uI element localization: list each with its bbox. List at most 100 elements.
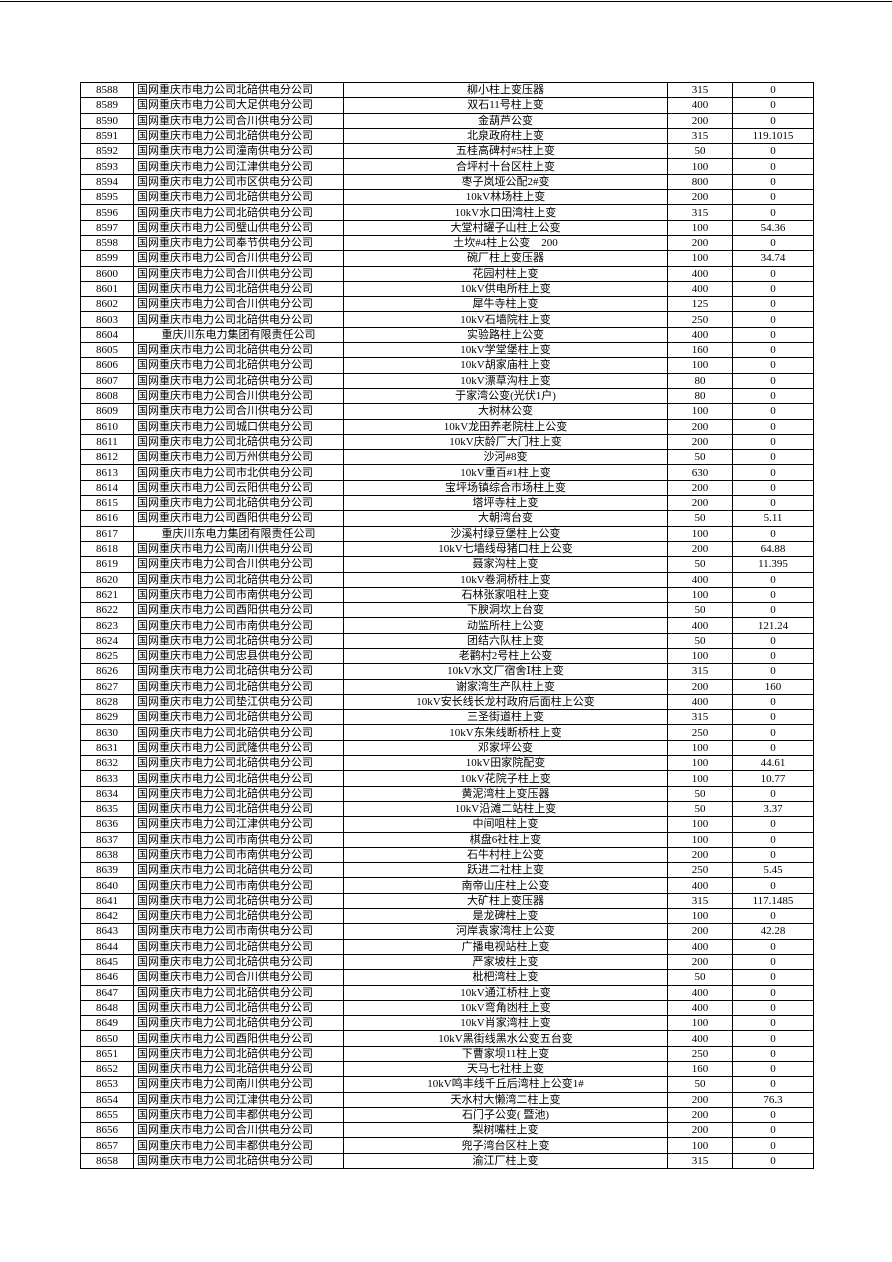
transformer-name-cell: 10kV沿滩二站柱上变 [343, 800, 668, 818]
company-name-cell: 国网重庆市电力公司北碚供电分公司 [133, 632, 344, 649]
company-name-cell: 国网重庆市电力公司北碚供电分公司 [133, 127, 344, 145]
table-row: 8619 国网重庆市电力公司合川供电分公司 聂家沟柱上变 50 11.395 [80, 556, 814, 573]
table-row: 8598 国网重庆市电力公司奉节供电分公司 土坎#4柱上公变 200 200 0 [80, 234, 814, 252]
row-number-cell: 8610 [80, 418, 134, 435]
table-row: 8657 国网重庆市电力公司丰都供电分公司 兜子湾台区柱上变 100 0 [80, 1137, 814, 1154]
transformer-name-cell: 10kV肖家湾柱上变 [343, 1015, 668, 1032]
capacity-cell: 200 [667, 953, 733, 971]
table-row: 8655 国网重庆市电力公司丰都供电分公司 石门子公变( 暨池) 200 0 [80, 1106, 814, 1124]
company-name-cell: 国网重庆市电力公司北碚供电分公司 [133, 495, 344, 512]
company-name-cell: 国网重庆市电力公司北碚供电分公司 [133, 280, 344, 298]
transformer-name-cell: 双石11号柱上变 [343, 97, 668, 114]
transformer-name-cell: 金葫芦公变 [343, 112, 668, 129]
row-number-cell: 8632 [80, 755, 134, 772]
row-number-cell: 8620 [80, 571, 134, 588]
value-cell: 0 [732, 846, 814, 864]
row-number-cell: 8641 [80, 892, 134, 910]
value-cell: 0 [732, 280, 814, 298]
company-name-cell: 国网重庆市电力公司北碚供电分公司 [133, 800, 344, 818]
transformer-name-cell: 10kV漂草沟柱上变 [343, 372, 668, 389]
capacity-cell: 400 [667, 877, 733, 894]
table-row: 8596 国网重庆市电力公司北碚供电分公司 10kV水口田湾柱上变 315 0 [80, 204, 814, 221]
company-name-cell: 国网重庆市电力公司丰都供电分公司 [133, 1106, 344, 1124]
value-cell: 0 [732, 525, 814, 542]
row-number-cell: 8623 [80, 617, 134, 634]
capacity-cell: 100 [667, 403, 733, 420]
value-cell: 0 [732, 234, 814, 252]
value-cell: 0 [732, 479, 814, 497]
company-name-cell: 国网重庆市电力公司丰都供电分公司 [133, 1137, 344, 1154]
transformer-name-cell: 沙溪村绿豆堡柱上公变 [343, 525, 668, 542]
company-name-cell: 国网重庆市电力公司云阳供电分公司 [133, 479, 344, 497]
capacity-cell: 50 [667, 969, 733, 986]
capacity-cell: 100 [667, 831, 733, 848]
capacity-cell: 200 [667, 112, 733, 129]
capacity-cell: 400 [667, 265, 733, 282]
company-name-cell: 国网重庆市电力公司北碚供电分公司 [133, 770, 344, 787]
value-cell: 42.28 [732, 923, 814, 940]
row-number-cell: 8605 [80, 342, 134, 359]
row-number-cell: 8616 [80, 510, 134, 527]
value-cell: 0 [732, 449, 814, 466]
value-cell: 0 [732, 81, 814, 99]
row-number-cell: 8626 [80, 663, 134, 680]
table-row: 8629 国网重庆市电力公司北碚供电分公司 三圣街道柱上变 315 0 [80, 709, 814, 726]
table-row: 8588 国网重庆市电力公司北碚供电分公司 柳小柱上变压器 315 0 [80, 81, 814, 99]
company-name-cell: 国网重庆市电力公司北碚供电分公司 [133, 678, 344, 695]
transformer-name-cell: 石门子公变( 暨池) [343, 1106, 668, 1124]
row-number-cell: 8611 [80, 433, 134, 451]
capacity-cell: 800 [667, 173, 733, 191]
table-row: 8622 国网重庆市电力公司酉阳供电分公司 下腴洞坎上台变 50 0 [80, 602, 814, 619]
company-name-cell: 国网重庆市电力公司北碚供电分公司 [133, 372, 344, 389]
row-number-cell: 8637 [80, 831, 134, 848]
row-number-cell: 8629 [80, 709, 134, 726]
value-cell: 34.74 [732, 250, 814, 267]
row-number-cell: 8621 [80, 586, 134, 604]
row-number-cell: 8601 [80, 280, 134, 298]
value-cell: 0 [732, 1045, 814, 1063]
row-number-cell: 8648 [80, 999, 134, 1017]
company-name-cell: 国网重庆市电力公司忠县供电分公司 [133, 647, 344, 665]
table-row: 8601 国网重庆市电力公司北碚供电分公司 10kV供电所柱上变 400 0 [80, 280, 814, 298]
capacity-cell: 400 [667, 326, 733, 344]
transformer-name-cell: 广播电视站柱上变 [343, 938, 668, 955]
value-cell: 0 [732, 724, 814, 741]
transformer-name-cell: 10kV花院子柱上变 [343, 770, 668, 787]
table-row: 8593 国网重庆市电力公司江津供电分公司 合坪村十台区柱上变 100 0 [80, 158, 814, 175]
value-cell: 121.24 [732, 617, 814, 634]
capacity-cell: 100 [667, 158, 733, 175]
transformer-name-cell: 柳小柱上变压器 [343, 81, 668, 99]
transformer-name-cell: 大树林公变 [343, 403, 668, 420]
value-cell: 0 [732, 663, 814, 680]
capacity-cell: 100 [667, 250, 733, 267]
value-cell: 0 [732, 953, 814, 971]
capacity-cell: 200 [667, 846, 733, 864]
table-row: 8600 国网重庆市电力公司合川供电分公司 花园村柱上变 400 0 [80, 265, 814, 282]
table-row: 8638 国网重庆市电力公司市南供电分公司 石牛村柱上公变 200 0 [80, 846, 814, 864]
row-number-cell: 8647 [80, 984, 134, 1001]
capacity-cell: 100 [667, 739, 733, 757]
table-row: 8616 国网重庆市电力公司酉阳供电分公司 大朝湾台变 50 5.11 [80, 510, 814, 527]
row-number-cell: 8619 [80, 556, 134, 573]
company-name-cell: 国网重庆市电力公司市北供电分公司 [133, 464, 344, 481]
row-number-cell: 8630 [80, 724, 134, 741]
capacity-cell: 315 [667, 663, 733, 680]
table-row: 8615 国网重庆市电力公司北碚供电分公司 塔坪寺柱上变 200 0 [80, 495, 814, 512]
value-cell: 0 [732, 403, 814, 420]
table-row: 8606 国网重庆市电力公司北碚供电分公司 10kV胡家庙柱上变 100 0 [80, 357, 814, 374]
transformer-name-cell: 10kV安长线长龙村政府后面柱上公变 [343, 693, 668, 711]
company-name-cell: 国网重庆市电力公司北碚供电分公司 [133, 984, 344, 1001]
capacity-cell: 100 [667, 908, 733, 925]
capacity-cell: 100 [667, 525, 733, 542]
table-row: 8603 国网重庆市电力公司北碚供电分公司 10kV石墙院柱上变 250 0 [80, 311, 814, 328]
transformer-name-cell: 10kV黑街线黑水公变五台变 [343, 1030, 668, 1047]
company-name-cell: 国网重庆市电力公司奉节供电分公司 [133, 234, 344, 252]
company-name-cell: 国网重庆市电力公司市南供电分公司 [133, 617, 344, 634]
table-row: 8649 国网重庆市电力公司北碚供电分公司 10kV肖家湾柱上变 100 0 [80, 1015, 814, 1032]
company-name-cell: 国网重庆市电力公司武隆供电分公司 [133, 739, 344, 757]
transformer-name-cell: 严家坡柱上变 [343, 953, 668, 971]
capacity-cell: 250 [667, 1045, 733, 1063]
transformer-name-cell: 10kV田家院配变 [343, 755, 668, 772]
capacity-cell: 50 [667, 632, 733, 649]
row-number-cell: 8596 [80, 204, 134, 221]
